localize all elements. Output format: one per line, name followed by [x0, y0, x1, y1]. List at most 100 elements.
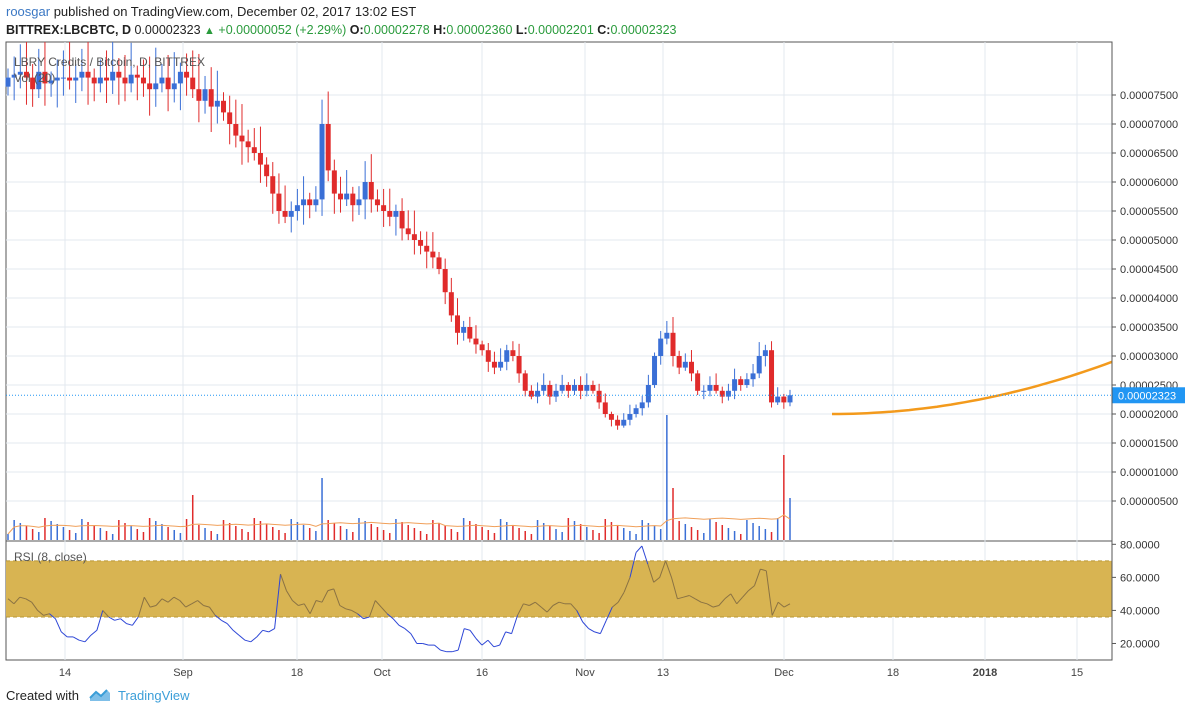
price-chart[interactable]: 14 Sep 18 Oct 16 Nov 13 Dec 18 2018 15 0.00007500 0.… — [0, 40, 1193, 690]
rsi-line-segment — [611, 601, 619, 608]
rsi-line-segment — [339, 605, 346, 610]
volume-bar — [413, 528, 416, 540]
x-tick-label: Oct — [373, 667, 390, 679]
candle-body — [104, 77, 110, 81]
rsi-line-segment — [452, 649, 459, 653]
candle-body — [695, 373, 701, 391]
rsi-line-segment — [683, 595, 690, 598]
volume-bar — [167, 527, 169, 540]
candle-body — [608, 414, 614, 420]
open-value: 0.00002278 — [363, 23, 430, 37]
candle-body — [153, 83, 159, 90]
volume-bar — [438, 523, 440, 540]
volume-bar — [727, 528, 730, 540]
volume-bar — [395, 519, 397, 540]
rsi-line-segment — [386, 613, 394, 620]
rsi-line-segment — [126, 623, 133, 626]
y-tick-label: 0.00005500 — [1120, 206, 1178, 218]
rsi-line-segment — [635, 545, 643, 553]
candle-body — [214, 100, 220, 107]
volume-bar — [216, 534, 219, 540]
high-value: 0.00002360 — [446, 23, 513, 37]
volume-bar — [567, 518, 570, 540]
rsi-line-segment — [594, 631, 601, 635]
rsi-line-segment — [464, 628, 471, 631]
rsi-line-segment — [150, 605, 157, 608]
rsi-line-segment — [303, 603, 311, 614]
candle-body — [578, 385, 584, 391]
rsi-line-segment — [582, 621, 589, 629]
volume-label: Vol (20) — [14, 71, 55, 85]
candle-body — [73, 77, 79, 81]
tradingview-logo-icon — [88, 688, 111, 705]
y-tick-label: 0.00004000 — [1120, 293, 1178, 305]
candle-body — [627, 414, 633, 420]
volume-bar — [512, 525, 514, 540]
rsi-line-segment — [167, 596, 175, 603]
candle-body — [565, 385, 571, 391]
candle-body — [381, 205, 387, 211]
candle-body — [368, 182, 374, 200]
candle-body — [448, 292, 454, 316]
rsi-line-segment — [736, 596, 743, 605]
rsi-line-segment — [724, 593, 732, 600]
rsi-line-segment — [268, 628, 275, 633]
candle-body — [288, 211, 294, 217]
candle-body — [239, 135, 245, 142]
candle-body — [756, 356, 762, 374]
volume-bar — [296, 522, 299, 540]
candle-body — [60, 77, 66, 79]
rsi-line-segment — [754, 568, 761, 586]
candle-body — [251, 147, 257, 153]
candle-body — [208, 89, 214, 107]
candle-body — [553, 390, 559, 397]
tradingview-link[interactable]: TradingView — [118, 688, 190, 703]
rsi-line-segment — [558, 601, 566, 605]
rsi-line-segment — [131, 616, 139, 626]
last-price: 0.00002323 — [134, 23, 201, 37]
volume-bar — [370, 524, 373, 540]
x-tick-label: Nov — [575, 667, 595, 679]
volume-bar — [770, 532, 773, 540]
volume-bar — [493, 533, 496, 540]
volume-bar — [776, 518, 779, 540]
candle-body — [522, 373, 528, 391]
chart-title: LBRY Credits / Bitcoin, D, BITTREX — [14, 55, 205, 69]
y-tick-label: 0.00000500 — [1120, 496, 1178, 508]
volume-bar — [690, 527, 693, 540]
rsi-line-segment — [208, 606, 216, 616]
candle-body — [165, 77, 171, 90]
author-link[interactable]: roosgar — [6, 4, 51, 19]
candle-body — [393, 211, 399, 217]
rsi-line-segment — [570, 603, 578, 611]
rsi-line-segment — [298, 603, 305, 606]
volume-bar — [62, 527, 65, 540]
y-tick-label: 0.00001000 — [1120, 467, 1178, 479]
rsi-line-segment — [19, 596, 26, 600]
published-text: published on TradingView.com, December 0… — [53, 4, 417, 19]
projection-line — [832, 360, 1113, 416]
rsi-line-segment — [191, 600, 198, 605]
volume-bar — [389, 533, 391, 540]
candle-body — [461, 327, 467, 333]
volume-bar — [44, 518, 46, 540]
rsi-line-segment — [368, 600, 376, 618]
candle-body — [738, 379, 744, 385]
rsi-line-segment — [380, 606, 388, 615]
rsi-line-segment — [487, 639, 495, 648]
candle-body — [750, 373, 756, 380]
close-value: 0.00002323 — [610, 23, 677, 37]
rsi-line-segment — [481, 639, 489, 646]
volume-bar — [161, 524, 163, 540]
volume-bar — [739, 534, 742, 540]
candle-body — [331, 170, 337, 194]
rsi-line-segment — [351, 609, 358, 615]
volume-bar — [721, 525, 724, 540]
volume-bar — [783, 455, 785, 540]
volume-bar — [272, 527, 274, 540]
rsi-line-segment — [173, 596, 181, 601]
candle-body — [541, 385, 547, 391]
candle-body — [615, 419, 621, 426]
volume-bar — [93, 525, 95, 540]
rsi-line-segment — [469, 630, 477, 639]
